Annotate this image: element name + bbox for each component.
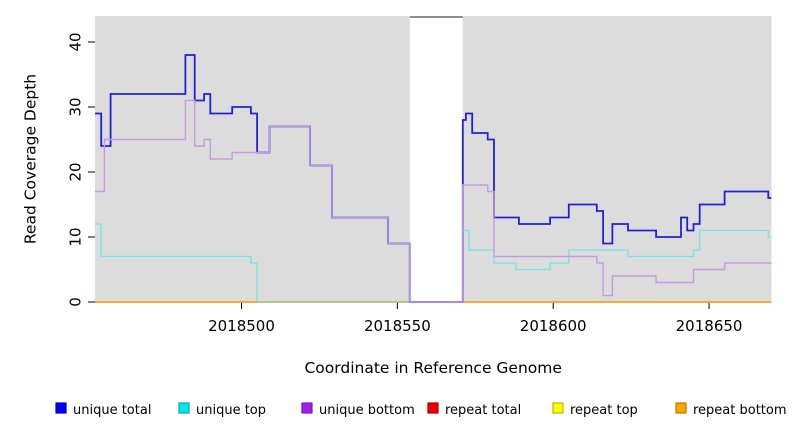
no-data-gap-box [409,16,463,302]
series-line-unique-top [95,223,258,302]
legend-label-unique-top: unique top [196,403,266,418]
y-tick-label: 0 [67,297,85,307]
legend-swatch-unique-top [178,402,190,414]
y-axis-label: Read Coverage Depth [22,74,40,244]
legend-label-repeat-top: repeat top [570,403,638,418]
y-tick-label: 40 [67,32,85,51]
y-tick-label: 30 [67,97,85,116]
x-axis-label: Coordinate in Reference Genome [304,359,561,377]
x-tick-label: 2018600 [520,317,587,335]
legend-swatch-repeat-top [552,402,564,414]
legend-label-repeat-total: repeat total [445,403,521,418]
x-tick-label: 2018500 [208,317,275,335]
x-tick-label: 2018550 [364,317,431,335]
y-tick-label: 10 [67,227,85,246]
series-line-unique-bottom [95,99,772,303]
x-tick-label: 2018650 [676,317,743,335]
legend-label-unique-total: unique total [73,403,151,418]
legend-label-unique-bottom: unique bottom [319,403,415,418]
legend-swatch-unique-total [55,402,67,414]
legend-label-repeat-bottom: repeat bottom [693,403,787,418]
y-tick-label: 20 [67,162,85,181]
legend-swatch-unique-bottom [301,402,313,414]
legend-swatch-repeat-total [427,402,439,414]
series-line-unique-total [95,54,772,303]
legend-swatch-repeat-bottom [675,402,687,414]
